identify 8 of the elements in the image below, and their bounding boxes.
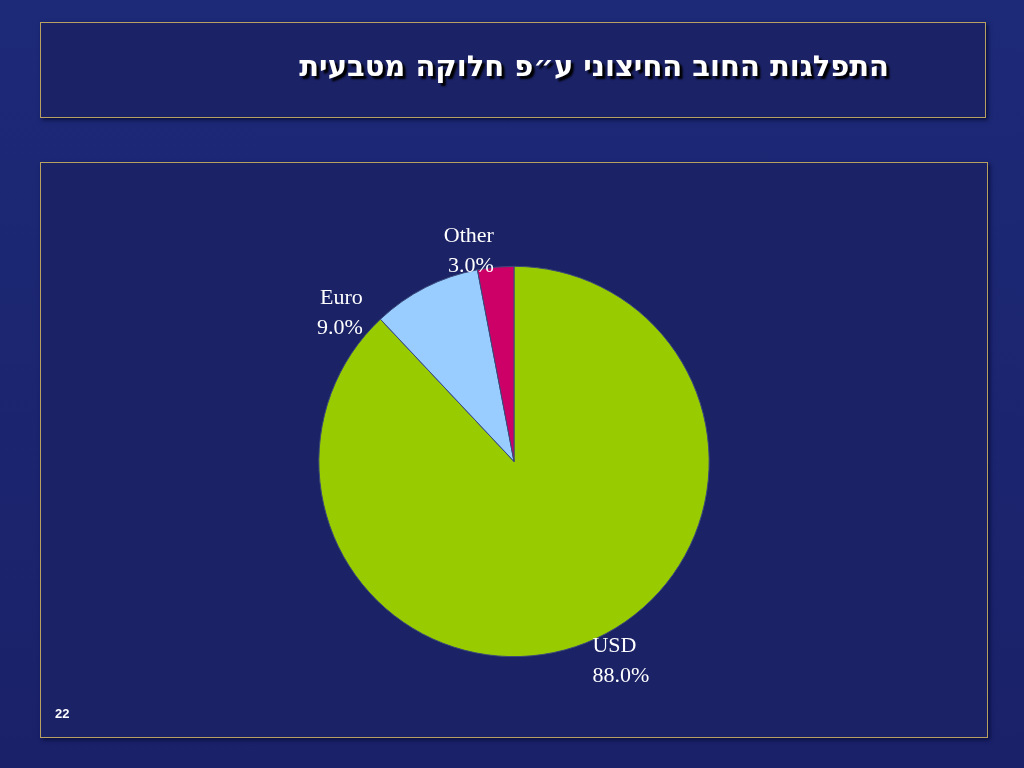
slice-label: Other bbox=[443, 221, 495, 247]
data-label: 3.0% bbox=[448, 251, 494, 277]
slice-label: USD bbox=[592, 632, 637, 658]
data-label: 88.0% bbox=[592, 662, 650, 688]
text: 22 bbox=[55, 706, 70, 721]
chart-title: התפלגות החוב החיצוני ע״פ חלוקה מטבעית bbox=[299, 49, 889, 83]
data-label: 9.0% bbox=[316, 313, 363, 339]
slice-label: Euro bbox=[320, 283, 363, 309]
